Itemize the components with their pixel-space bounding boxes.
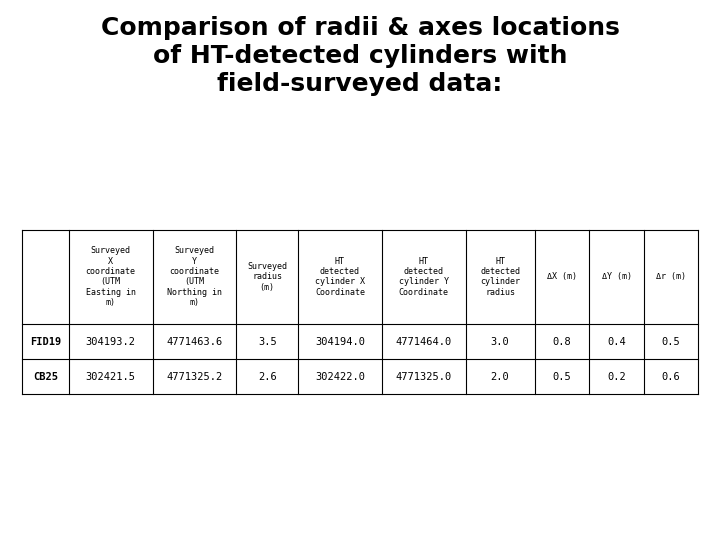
Text: Surveyed
X
coordinate
(UTM
Easting in
m): Surveyed X coordinate (UTM Easting in m) (86, 246, 136, 307)
Text: 304193.2: 304193.2 (86, 336, 136, 347)
Text: Comparison of radii & axes locations
of HT-detected cylinders with
field-surveye: Comparison of radii & axes locations of … (101, 16, 619, 96)
Text: 3.5: 3.5 (258, 336, 276, 347)
Text: 0.2: 0.2 (607, 372, 626, 382)
Text: 302421.5: 302421.5 (86, 372, 136, 382)
Text: 3.0: 3.0 (491, 336, 510, 347)
Text: ΔY (m): ΔY (m) (601, 272, 631, 281)
Text: 2.6: 2.6 (258, 372, 276, 382)
Text: 4771325.0: 4771325.0 (395, 372, 452, 382)
Text: 4771464.0: 4771464.0 (395, 336, 452, 347)
Text: CB25: CB25 (32, 372, 58, 382)
Text: ΔX (m): ΔX (m) (547, 272, 577, 281)
Text: 2.0: 2.0 (491, 372, 510, 382)
Text: 4771325.2: 4771325.2 (166, 372, 222, 382)
Text: 0.6: 0.6 (662, 372, 680, 382)
Text: HT
detected
cylinder Y
Coordinate: HT detected cylinder Y Coordinate (399, 256, 449, 297)
Text: 0.5: 0.5 (662, 336, 680, 347)
Text: HT
detected
cylinder
radius: HT detected cylinder radius (480, 256, 520, 297)
Text: 0.8: 0.8 (552, 336, 572, 347)
Text: 302422.0: 302422.0 (315, 372, 365, 382)
Text: 0.5: 0.5 (552, 372, 572, 382)
Text: Surveyed
radius
(m): Surveyed radius (m) (247, 262, 287, 292)
Text: HT
detected
cylinder X
Coordinate: HT detected cylinder X Coordinate (315, 256, 365, 297)
Text: Δr (m): Δr (m) (656, 272, 686, 281)
Text: FID19: FID19 (30, 336, 61, 347)
Text: 0.4: 0.4 (607, 336, 626, 347)
Text: Surveyed
Y
coordinate
(UTM
Northing in
m): Surveyed Y coordinate (UTM Northing in m… (167, 246, 222, 307)
Text: 4771463.6: 4771463.6 (166, 336, 222, 347)
Text: 304194.0: 304194.0 (315, 336, 365, 347)
